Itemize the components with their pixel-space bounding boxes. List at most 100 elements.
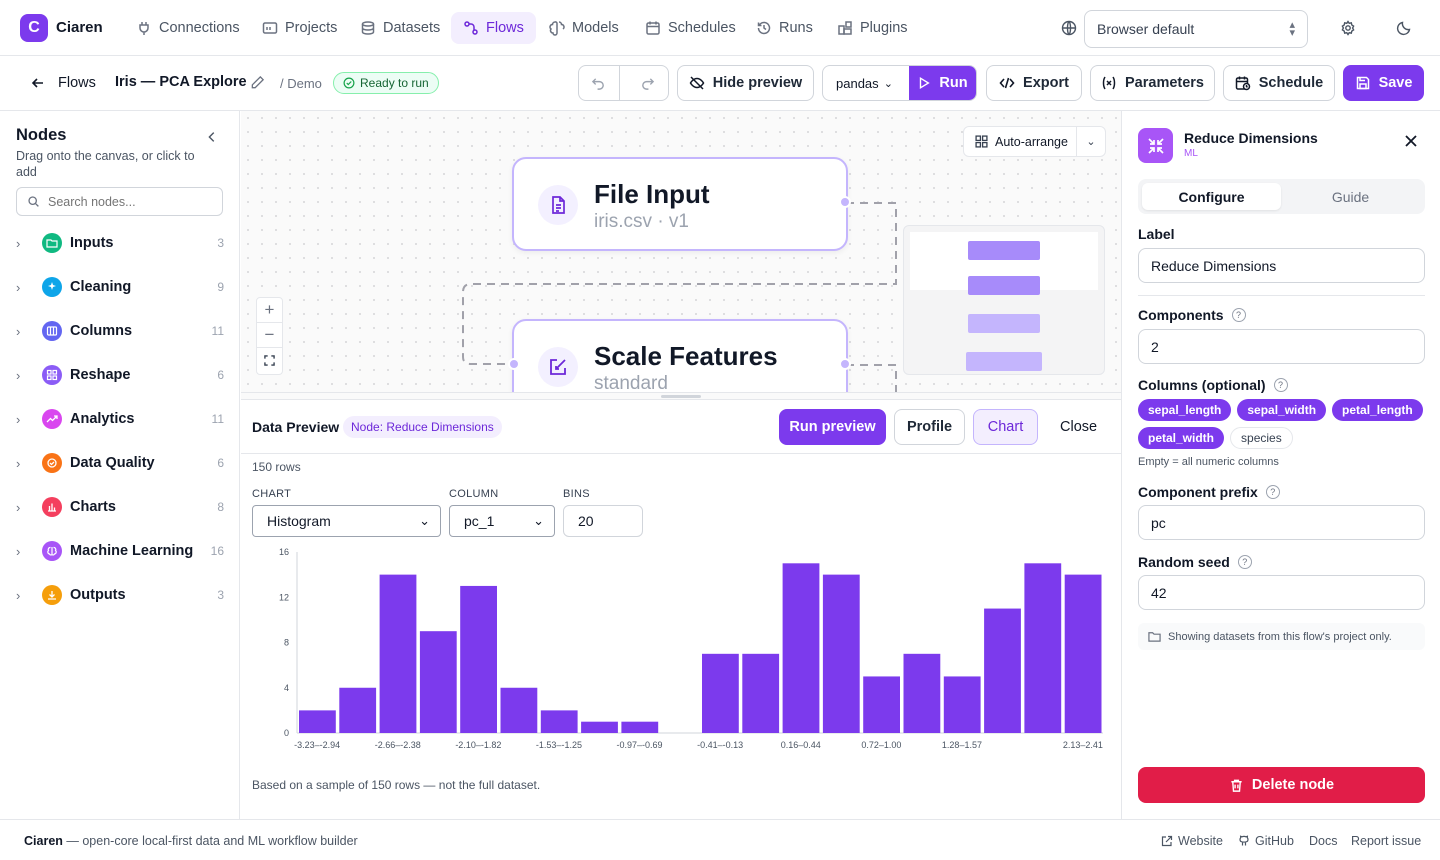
chevron-down-icon: ⌄ (419, 513, 430, 528)
brain-icon (42, 541, 62, 561)
chevron-down-icon: ⌄ (533, 513, 544, 528)
collapse-sidebar-icon[interactable] (205, 130, 219, 144)
zoom-out-button[interactable]: − (257, 323, 282, 348)
category-machine-learning[interactable]: › Machine Learning 16 (16, 541, 224, 561)
parameters-button[interactable]: Parameters (1090, 65, 1215, 101)
tab-guide[interactable]: Guide (1331, 188, 1370, 205)
config-tabs: Configure Guide (1138, 179, 1425, 214)
components-field[interactable]: 2 (1138, 329, 1425, 364)
pencil-icon[interactable] (250, 75, 265, 90)
schedule-button[interactable]: Schedule (1223, 65, 1335, 101)
scale-arrow-icon (538, 347, 578, 387)
nav-runs[interactable]: Runs (744, 12, 825, 44)
histogram-bar (1024, 563, 1062, 733)
flow-icon (464, 21, 478, 35)
zoom-in-button[interactable]: + (257, 298, 282, 323)
folder-icon (262, 22, 278, 34)
delete-node-button[interactable]: Delete node (1138, 767, 1425, 803)
bins-label: BINS (563, 488, 590, 500)
fullscreen-icon (264, 355, 275, 366)
hide-preview-button[interactable]: Hide preview (677, 65, 814, 101)
website-link[interactable]: Website (1161, 834, 1223, 848)
bins-input[interactable]: 20 (563, 505, 643, 537)
minimap[interactable] (903, 225, 1105, 375)
auto-arrange-button[interactable]: Auto-arrange (964, 127, 1077, 156)
tab-configure[interactable]: Configure (1142, 183, 1281, 210)
column-chip-species[interactable]: species (1230, 427, 1293, 449)
category-reshape[interactable]: › Reshape 6 (16, 365, 224, 385)
category-columns[interactable]: › Columns 11 (16, 321, 224, 341)
github-link[interactable]: GitHub (1238, 834, 1294, 848)
seed-field[interactable]: 42 (1138, 575, 1425, 610)
close-preview-button[interactable]: Close (1060, 419, 1098, 435)
save-button[interactable]: Save (1343, 65, 1424, 101)
output-port[interactable] (839, 196, 851, 208)
category-analytics[interactable]: › Analytics 11 (16, 409, 224, 429)
histogram-bar (379, 574, 417, 733)
fit-view-button[interactable] (257, 348, 282, 373)
label-field[interactable]: Reduce Dimensions (1138, 248, 1425, 283)
column-chip-petal-length[interactable]: petal_length (1332, 399, 1423, 421)
histogram-bar (419, 631, 457, 733)
engine-select[interactable]: pandas ⌄ (836, 75, 893, 91)
chart-type-select[interactable]: Histogram ⌄ (252, 505, 441, 537)
category-cleaning[interactable]: › Cleaning 9 (16, 277, 224, 297)
redo-button[interactable] (628, 66, 668, 100)
prefix-field[interactable]: pc (1138, 505, 1425, 540)
undo-button[interactable] (579, 66, 620, 100)
sidebar-subtitle: Drag onto the canvas, or click to add (16, 149, 195, 179)
input-port[interactable] (508, 358, 520, 370)
search-nodes-field[interactable] (16, 187, 223, 216)
brand-name: Ciaren (56, 19, 103, 36)
nav-projects[interactable]: Projects (250, 12, 349, 44)
chart-type-label: CHART (252, 488, 292, 500)
auto-arrange-dropdown[interactable]: ⌄ (1086, 136, 1096, 148)
category-outputs[interactable]: › Outputs 3 (16, 585, 224, 605)
nav-datasets[interactable]: Datasets (348, 12, 452, 44)
calendar-icon (646, 21, 660, 35)
preview-resize-handle[interactable] (241, 392, 1121, 399)
gear-icon[interactable] (1340, 20, 1356, 36)
docs-link[interactable]: Docs (1309, 834, 1338, 848)
nav-flows[interactable]: Flows (451, 12, 536, 44)
histogram-bar (621, 721, 659, 733)
chart-button[interactable]: Chart (973, 409, 1038, 445)
chevron-updown-icon: ▴ ▾ (1289, 19, 1295, 39)
category-data-quality[interactable]: › Data Quality 6 (16, 453, 224, 473)
chevron-right-icon: › (16, 411, 21, 427)
close-icon[interactable] (1404, 134, 1418, 148)
logo[interactable]: C (20, 14, 48, 42)
profile-button[interactable]: Profile (894, 409, 965, 445)
x-tick-label: -0.97–-0.69 (617, 740, 663, 750)
language-select[interactable]: Browser default ▴ ▾ (1084, 10, 1308, 48)
category-charts[interactable]: › Charts 8 (16, 497, 224, 517)
back-to-flows-link[interactable]: Flows (30, 73, 96, 93)
nav-models[interactable]: Models (537, 12, 631, 44)
column-select[interactable]: pc_1 ⌄ (449, 505, 555, 537)
node-file-input[interactable]: File Input iris.csv · v1 (512, 157, 848, 251)
category-inputs[interactable]: › Inputs 3 (16, 233, 224, 253)
minimize-arrows-icon (1138, 128, 1173, 163)
grid-icon (42, 365, 62, 385)
search-input[interactable] (48, 194, 208, 209)
x-tick-label: -3.23–-2.94 (294, 740, 340, 750)
run-preview-button[interactable]: Run preview (779, 409, 886, 445)
output-port[interactable] (839, 358, 851, 370)
puzzle-icon (838, 21, 852, 35)
components-label: Components? (1138, 307, 1246, 323)
flow-canvas[interactable]: File Input iris.csv · v1 Scale Features … (241, 111, 1121, 392)
shield-check-icon (42, 453, 62, 473)
node-scale-features[interactable]: Scale Features standard (512, 319, 848, 392)
run-button[interactable]: Run (909, 66, 976, 100)
report-issue-link[interactable]: Report issue (1351, 834, 1422, 848)
nav-schedules[interactable]: Schedules (633, 12, 748, 44)
moon-icon[interactable] (1396, 20, 1412, 36)
help-icon: ? (1265, 485, 1280, 499)
export-button[interactable]: Export (986, 65, 1082, 101)
column-chip-sepal-width[interactable]: sepal_width (1237, 399, 1327, 421)
nav-plugins[interactable]: Plugins (825, 12, 920, 44)
column-chip-petal-width[interactable]: petal_width (1138, 427, 1225, 449)
column-chip-sepal-length[interactable]: sepal_length (1138, 399, 1232, 421)
brain-icon (549, 21, 565, 36)
nav-connections[interactable]: Connections (124, 12, 252, 44)
